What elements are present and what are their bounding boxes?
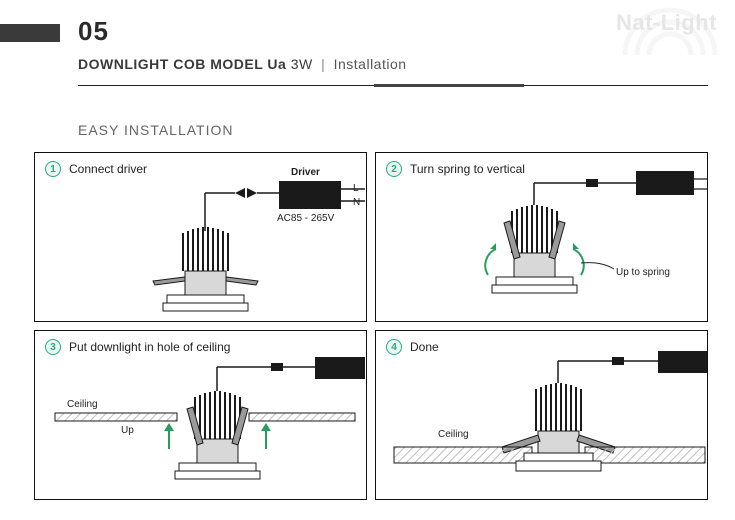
title-power: 3W [291, 56, 313, 72]
step2-diagram [376, 153, 708, 322]
steps-grid: 1 Connect driver Driver AC85 - 265V L N [34, 152, 708, 500]
page-title: DOWNLIGHT COB MODEL Ua 3W | Installation [78, 56, 407, 72]
panel-step-3: 3 Put downlight in hole of ceiling Ceili… [34, 330, 367, 500]
panel-step-1: 1 Connect driver Driver AC85 - 265V L N [34, 152, 367, 322]
title-separator: | [321, 56, 325, 72]
step1-diagram [35, 153, 367, 322]
step3-diagram [35, 331, 367, 500]
watermark-text: Nat-Light [616, 10, 717, 36]
panel-step-2: 2 Turn spring to vertical Up to spring [375, 152, 708, 322]
header-accent-bar [0, 24, 60, 42]
title-main: DOWNLIGHT COB MODEL Ua [78, 56, 286, 72]
step4-diagram [376, 331, 708, 500]
panel-step-4: 4 Done Ceiling [375, 330, 708, 500]
page-number: 05 [78, 16, 109, 47]
section-title: EASY INSTALLATION [78, 122, 234, 138]
title-sub: Installation [334, 56, 407, 72]
title-underline [78, 84, 708, 88]
